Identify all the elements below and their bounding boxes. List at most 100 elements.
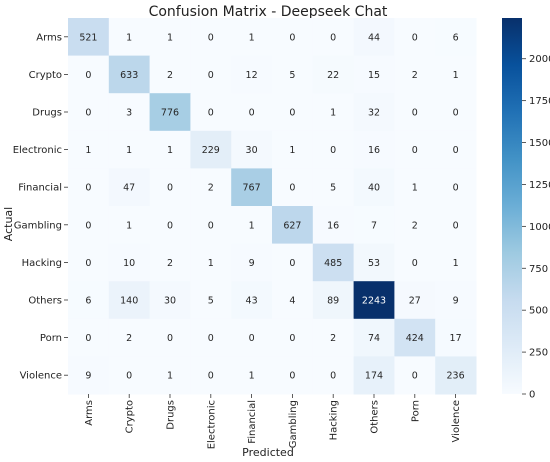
- heatmap-cell: [190, 168, 232, 207]
- heatmap-cell: [312, 318, 355, 357]
- cell-value-label: 2: [330, 333, 336, 344]
- cell-value-label: 0: [412, 258, 418, 269]
- cell-value-label: 1: [453, 258, 459, 269]
- y-tick-label: Crypto: [29, 70, 62, 81]
- cell-value-label: 0: [85, 258, 91, 269]
- heatmap-cell: [394, 130, 436, 169]
- heatmap-cell: [190, 318, 232, 357]
- heatmap-cell: [108, 318, 151, 357]
- heatmap-cell: [231, 281, 273, 320]
- cell-value-label: 627: [283, 220, 301, 231]
- cell-value-label: 89: [327, 296, 339, 307]
- cell-value-label: 2: [412, 220, 418, 231]
- cell-value-label: 4: [289, 296, 295, 307]
- colorbar-tick-label: 500: [529, 306, 548, 317]
- x-tick-label: Violence: [451, 400, 462, 442]
- cell-value-label: 1: [289, 145, 295, 156]
- cell-value-label: 485: [324, 258, 342, 269]
- cell-value-label: 74: [368, 333, 380, 344]
- y-axis-label: Actual: [2, 207, 15, 241]
- x-tick-labels: Arms Crypto Drugs Electronic Financial Gambli…: [84, 394, 462, 449]
- heatmap-cell: [68, 206, 110, 245]
- cell-value-label: 17: [450, 333, 462, 344]
- cell-value-label: 0: [453, 108, 459, 119]
- heatmap-cell: [231, 356, 273, 395]
- heatmap-cell: [312, 206, 355, 245]
- cell-value-label: 0: [453, 145, 459, 156]
- y-tick-label: Others: [28, 296, 62, 307]
- heatmap-cell: [312, 130, 355, 169]
- heatmap-cell: [108, 130, 151, 169]
- heatmap-cell: [231, 130, 273, 169]
- y-tick-label: Electronic: [13, 145, 62, 156]
- cell-value-label: 2: [167, 70, 173, 81]
- heatmap-cell: [68, 55, 110, 94]
- colorbar: [502, 18, 522, 394]
- cell-value-label: 0: [167, 333, 173, 344]
- x-tick-label: Others: [370, 400, 381, 434]
- heatmap-cell: [68, 356, 110, 395]
- cell-value-label: 0: [453, 220, 459, 231]
- heatmap-cell: [394, 356, 436, 395]
- heatmap-cell: [272, 318, 314, 357]
- heatmap-cell: [108, 206, 151, 245]
- x-tick-label: Crypto: [125, 400, 136, 433]
- heatmap-cell: [435, 243, 477, 282]
- x-axis-label: Predicted: [242, 446, 294, 459]
- cell-value-label: 0: [208, 220, 214, 231]
- cell-value-label: 767: [243, 183, 261, 194]
- heatmap-cell: [435, 281, 477, 320]
- heatmap-cell: [190, 206, 232, 245]
- heatmap-cell: [190, 93, 232, 132]
- y-tick-label: Financial: [18, 183, 62, 194]
- heatmap-cell: [68, 93, 110, 132]
- heatmap-cell: [353, 93, 395, 132]
- heatmap-cell: [394, 243, 436, 282]
- heatmap-cell: [394, 206, 436, 245]
- cell-value-label: 0: [85, 333, 91, 344]
- heatmap-cell: [394, 18, 436, 57]
- cell-value-label: 1: [126, 32, 132, 43]
- cell-value-label: 0: [412, 371, 418, 382]
- heatmap-cell: [149, 281, 191, 320]
- heatmap-cell: [231, 168, 273, 207]
- heatmap-cell: [353, 55, 395, 94]
- cell-value-label: 1: [126, 220, 132, 231]
- heatmap-cell: [394, 318, 436, 357]
- colorbar-tick-label: 1500: [529, 138, 550, 149]
- heatmap-cell: [68, 318, 110, 357]
- cell-value-label: 10: [123, 258, 135, 269]
- cell-value-label: 0: [330, 145, 336, 156]
- cell-value-label: 0: [289, 333, 295, 344]
- heatmap-cell: [272, 93, 314, 132]
- cell-value-label: 1: [167, 145, 173, 156]
- x-tick-label: Hacking: [329, 400, 340, 440]
- heatmap-cell: [435, 318, 477, 357]
- cell-value-label: 0: [412, 145, 418, 156]
- cell-value-label: 2: [208, 183, 214, 194]
- heatmap-cell: [108, 18, 151, 57]
- heatmap-cell: [231, 318, 273, 357]
- cell-value-label: 521: [79, 32, 97, 43]
- cell-value-label: 2: [126, 333, 132, 344]
- heatmap-cell: [353, 168, 395, 207]
- cell-value-label: 1: [412, 183, 418, 194]
- cell-value-label: 0: [208, 108, 214, 119]
- y-tick-labels: Arms Crypto Drugs Electronic Financial Gambli…: [13, 32, 68, 382]
- cell-value-label: 0: [289, 258, 295, 269]
- heatmap-cell: [108, 93, 151, 132]
- heatmap-cell: [312, 243, 355, 282]
- cell-value-label: 5: [208, 296, 214, 307]
- y-tick-label: Violence: [20, 371, 62, 382]
- cell-value-label: 2: [412, 70, 418, 81]
- heatmap-cell: [435, 18, 477, 57]
- heatmap-cell: [108, 168, 151, 207]
- heatmap-cell: [149, 318, 191, 357]
- cell-value-label: 0: [453, 183, 459, 194]
- cell-value-label: 0: [249, 108, 255, 119]
- heatmap-cell: [231, 93, 273, 132]
- heatmap-cell: [353, 356, 395, 395]
- cell-value-label: 0: [289, 108, 295, 119]
- cell-value-label: 12: [246, 70, 258, 81]
